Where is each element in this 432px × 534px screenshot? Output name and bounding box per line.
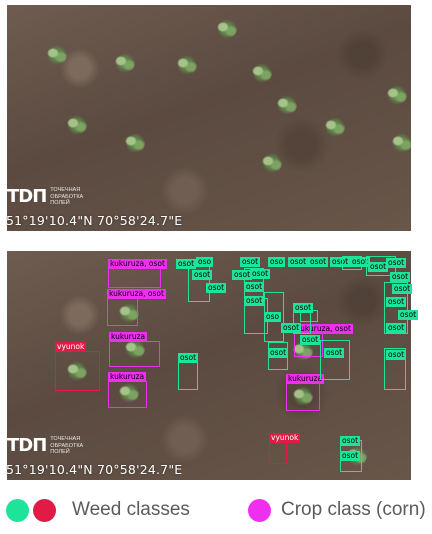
crop-box [109,341,160,367]
crop-tag: kukuruza, osot [294,324,353,334]
tdp-logo-top: TDП Точечная обработка полей [7,187,96,207]
weed-osot-tag: osot [390,272,411,282]
plant-sprout [119,383,139,403]
weed-osot-box [384,282,408,334]
weed-osot-tag: osot [340,436,361,446]
legend-crop: Crop class (corn) [248,496,426,524]
plant-sprout [67,361,87,381]
plant-sprout [177,55,197,75]
plant-sprout [67,115,87,135]
logo-mark: TDП [7,434,47,456]
weed-osot-tag: osot [288,257,309,267]
plant-sprout [125,339,145,359]
weed-osot-tag: osot [250,269,271,279]
logo-caption: Точечная обработка полей [50,436,84,455]
weed-osot-tag: osot [192,270,213,280]
weed-osot-tag: osot [398,310,419,320]
weed-osot-tag: osot [240,257,261,267]
plant-sprout [392,133,411,153]
weed-osot-tag: osot [386,258,407,268]
crop-box [286,383,320,411]
plant-sprout [47,45,67,65]
weed-vyunok-tag: vyunok [55,342,87,352]
plant-sprout [277,95,297,115]
plant-sprout [252,63,272,83]
gps-coordinates-top: 51°19'10.4"N 70°58'24.7"E [6,213,183,228]
crop-color-dot [248,498,271,522]
weed-vyunok-box [269,442,287,464]
crop-box [107,298,138,326]
weed-osot-tag: osot [244,296,265,306]
weed-osot-tag: osot [324,348,345,358]
crop-tag: kukuruza [108,372,147,382]
weed-osot-tag: oso [264,312,282,322]
weed-osot-tag: oso [196,257,214,267]
weed-osot-tag: osot [340,451,361,461]
weed-osot-tag: oso [268,257,286,267]
weed-vyunok-color-dot [33,498,56,522]
plant-sprout [217,19,237,39]
plant-sprout [262,153,282,173]
weed-osot-tag: osot [281,323,302,333]
weed-osot-box [384,348,406,390]
weed-vyunok-tag: vyunok [269,433,301,443]
weed-osot-tag: osot [386,297,407,307]
gps-coordinates-bottom: 51°19'10.4"N 70°58'24.7"E [6,462,183,477]
weed-osot-tag: osot [268,348,289,358]
weed-osot-tag: osot [300,335,321,345]
weed-osot-tag: osot [293,303,314,313]
weed-osot-tag: osot [386,350,407,360]
legend-weed: Weed classes [6,496,190,524]
weed-osot-box [178,360,198,390]
weed-osot-tag: osot [350,257,371,267]
logo-caption: Точечная обработка полей [50,187,84,206]
weed-osot-tag: osot [330,257,351,267]
plant-sprout [115,53,135,73]
weed-osot-box [320,340,350,380]
weed-osot-color-dot [6,498,29,522]
weed-osot-tag: osot [244,282,265,292]
crop-tag: kukuruza, osot [107,289,166,299]
plant-sprout [387,85,407,105]
crop-tag: kukuruza [109,332,148,342]
plant-sprout [125,133,145,153]
weed-osot-tag: osot [232,270,253,280]
crop-class-label: Crop class (corn) [281,499,426,520]
crop-tag: kukuruza, osot [108,259,167,269]
weed-classes-label: Weed classes [72,499,190,520]
plant-sprout [325,117,345,137]
plant-sprout [293,386,313,406]
plant-sprout [119,303,139,323]
weed-osot-tag: osot [178,353,199,363]
weed-vyunok-box [55,351,100,391]
crop-box [108,268,161,288]
field-photo-original [7,5,411,231]
crop-tag: kukuruza [286,374,325,384]
weed-osot-tag: osot [386,323,407,333]
weed-osot-box [300,310,318,322]
tdp-logo-bottom: TDП Точечная обработка полей [7,436,96,456]
weed-osot-tag: osot [206,283,227,293]
weed-osot-tag: osot [368,262,389,272]
weed-osot-tag: osot [176,259,197,269]
weed-osot-tag: osot [392,284,413,294]
weed-osot-tag: osot [308,257,329,267]
crop-box [108,381,147,408]
logo-mark: TDП [7,185,47,207]
